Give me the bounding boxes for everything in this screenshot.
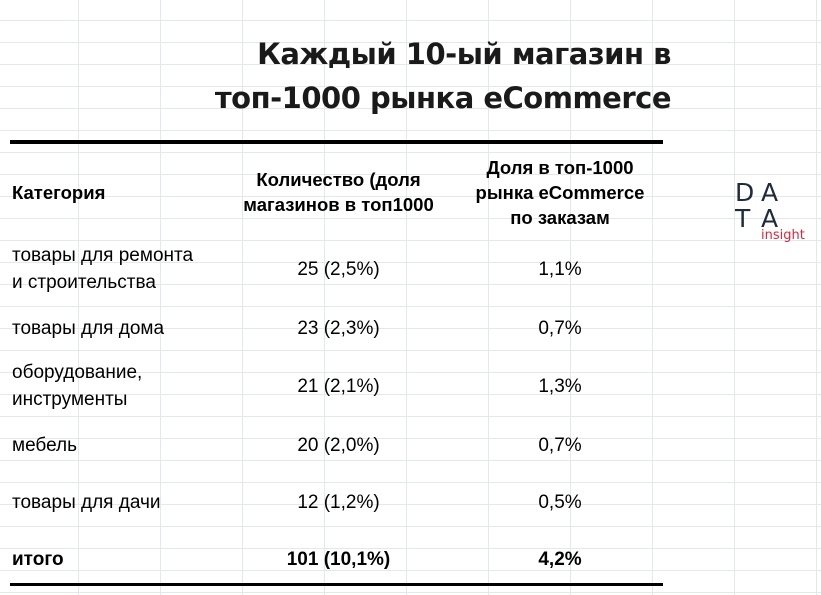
header-share-line-2: рынка eCommerce: [475, 181, 645, 203]
page-title-line-2: топ-1000 рынка eCommerce: [214, 81, 672, 115]
page-title: Каждый 10-ый магазин в топ-1000 рынка eC…: [214, 32, 672, 120]
header-count-line-2: магазинов в топ1000: [243, 194, 434, 215]
table-bottom-rule: [10, 583, 663, 586]
table-row: товары для ремонта и строительства 25 (2…: [10, 238, 663, 300]
count-cell: 12 (1,2%): [297, 492, 380, 513]
table-row: товары для дома 23 (2,3%) 0,7%: [10, 300, 663, 356]
category-cell: товары для дома: [12, 317, 165, 339]
table-header-row: Категория Количество (доля магазинов в т…: [10, 146, 663, 238]
header-share-line-1: Доля в топ-1000: [486, 156, 634, 178]
header-share: Доля в топ-1000 рынка eCommerce по заказ…: [457, 146, 663, 238]
header-share-line-3: по заказам: [510, 206, 610, 228]
category-line-2: и строительства: [12, 272, 156, 293]
logo-tagline: insight: [761, 228, 805, 243]
count-cell: 23 (2,3%): [297, 317, 380, 339]
category-cell: оборудование, инструменты: [10, 356, 220, 416]
table-row: оборудование, инструменты 21 (2,1%) 1,3%: [10, 356, 663, 416]
logo-letter: T: [735, 204, 751, 233]
count-cell: 21 (2,1%): [297, 375, 380, 397]
count-cell: 20 (2,0%): [297, 434, 380, 456]
logo-letter: A: [761, 204, 779, 233]
total-share: 4,2%: [538, 548, 582, 570]
category-cell: товары для дачи: [12, 492, 161, 513]
category-line-1: товары для ремонта: [12, 245, 194, 266]
data-insight-logo: D A T A insight: [735, 180, 819, 246]
share-cell: 1,3%: [538, 375, 582, 397]
total-label: итого: [12, 548, 64, 570]
count-cell: 25 (2,5%): [297, 258, 380, 280]
share-cell: 1,1%: [538, 258, 582, 280]
page-title-line-1: Каждый 10-ый магазин в: [257, 37, 671, 71]
header-category: Категория: [12, 181, 106, 203]
header-count-line-1: Количество (доля: [256, 169, 421, 190]
total-count: 101 (10,1%): [286, 548, 391, 570]
category-cell: мебель: [12, 434, 78, 456]
category-cell: товары для ремонта и строительства: [10, 238, 220, 300]
share-cell: 0,5%: [538, 492, 582, 513]
table-total-row: итого 101 (10,1%) 4,2%: [10, 531, 663, 587]
table-row: товары для дачи 12 (1,2%) 0,5%: [10, 474, 663, 531]
category-line-2: инструменты: [12, 389, 128, 410]
category-line-1: оборудование,: [12, 362, 143, 383]
table-top-rule: [10, 140, 663, 144]
table-row: мебель 20 (2,0%) 0,7%: [10, 416, 663, 474]
logo-letter: A: [761, 178, 779, 207]
share-cell: 0,7%: [538, 434, 582, 456]
header-count: Количество (доля магазинов в топ1000: [220, 146, 457, 238]
logo-letter: D: [735, 178, 755, 207]
category-table: Категория Количество (доля магазинов в т…: [10, 146, 663, 587]
share-cell: 0,7%: [538, 317, 582, 339]
